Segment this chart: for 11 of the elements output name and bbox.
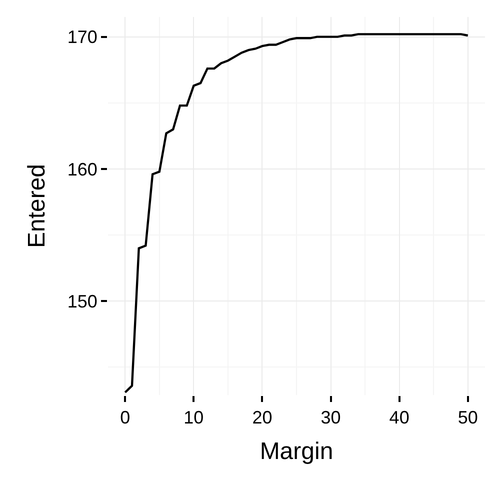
y-axis-title: Entered — [23, 164, 50, 248]
x-tick-label: 50 — [458, 408, 478, 428]
y-tick-label: 160 — [67, 159, 98, 180]
x-tick-label: 30 — [320, 408, 341, 428]
x-axis-title: Margin — [260, 438, 334, 465]
x-tick-label: 40 — [389, 408, 410, 428]
x-tick-label: 10 — [184, 408, 204, 428]
x-tick-label: 0 — [120, 408, 130, 428]
x-tick-label: 20 — [252, 408, 272, 428]
y-tick-label: 170 — [67, 27, 98, 48]
y-tick-label: 150 — [67, 291, 98, 312]
